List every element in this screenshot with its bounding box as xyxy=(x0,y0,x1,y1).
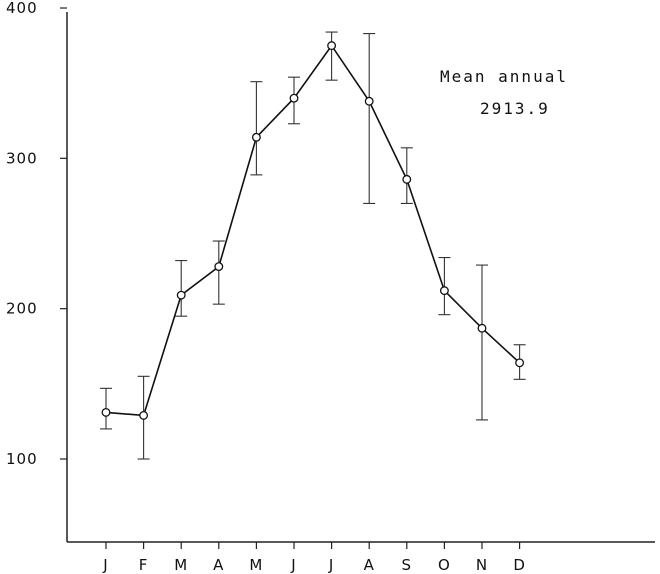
x-tick-label: D xyxy=(513,556,526,574)
x-tick-label: N xyxy=(476,556,488,574)
data-point xyxy=(477,323,487,333)
x-tick-label: F xyxy=(139,556,149,574)
error-bars xyxy=(100,31,526,460)
annotation-value: 2913.9 xyxy=(480,99,550,118)
x-tick-label: J xyxy=(102,556,108,574)
x-tick-label: A xyxy=(364,556,375,574)
x-tick-label: J xyxy=(328,556,334,574)
data-point xyxy=(515,358,525,368)
y-ticks: 100 200 300 400 xyxy=(6,0,67,468)
x-tick-label: S xyxy=(402,556,413,574)
x-tick-label: M xyxy=(249,556,263,574)
data-points xyxy=(101,41,525,420)
data-point xyxy=(214,262,224,272)
data-point xyxy=(251,132,261,142)
data-point xyxy=(439,286,449,296)
x-tick-label: A xyxy=(213,556,224,574)
data-point xyxy=(364,96,374,106)
data-point xyxy=(139,410,149,420)
data-point xyxy=(327,41,337,51)
x-tick-label: O xyxy=(438,556,451,574)
y-tick-label: 200 xyxy=(6,300,38,318)
x-tick-label: J xyxy=(290,556,296,574)
data-point xyxy=(289,93,299,103)
y-tick-label: 100 xyxy=(6,450,38,468)
data-point xyxy=(402,174,412,184)
y-tick-label: 400 xyxy=(6,0,38,17)
y-tick-label: 300 xyxy=(6,149,38,167)
x-tick-label: M xyxy=(174,556,188,574)
annotation-label: Mean annual xyxy=(440,67,568,86)
series-line xyxy=(105,44,521,417)
data-point xyxy=(101,407,111,417)
data-point xyxy=(176,290,186,300)
